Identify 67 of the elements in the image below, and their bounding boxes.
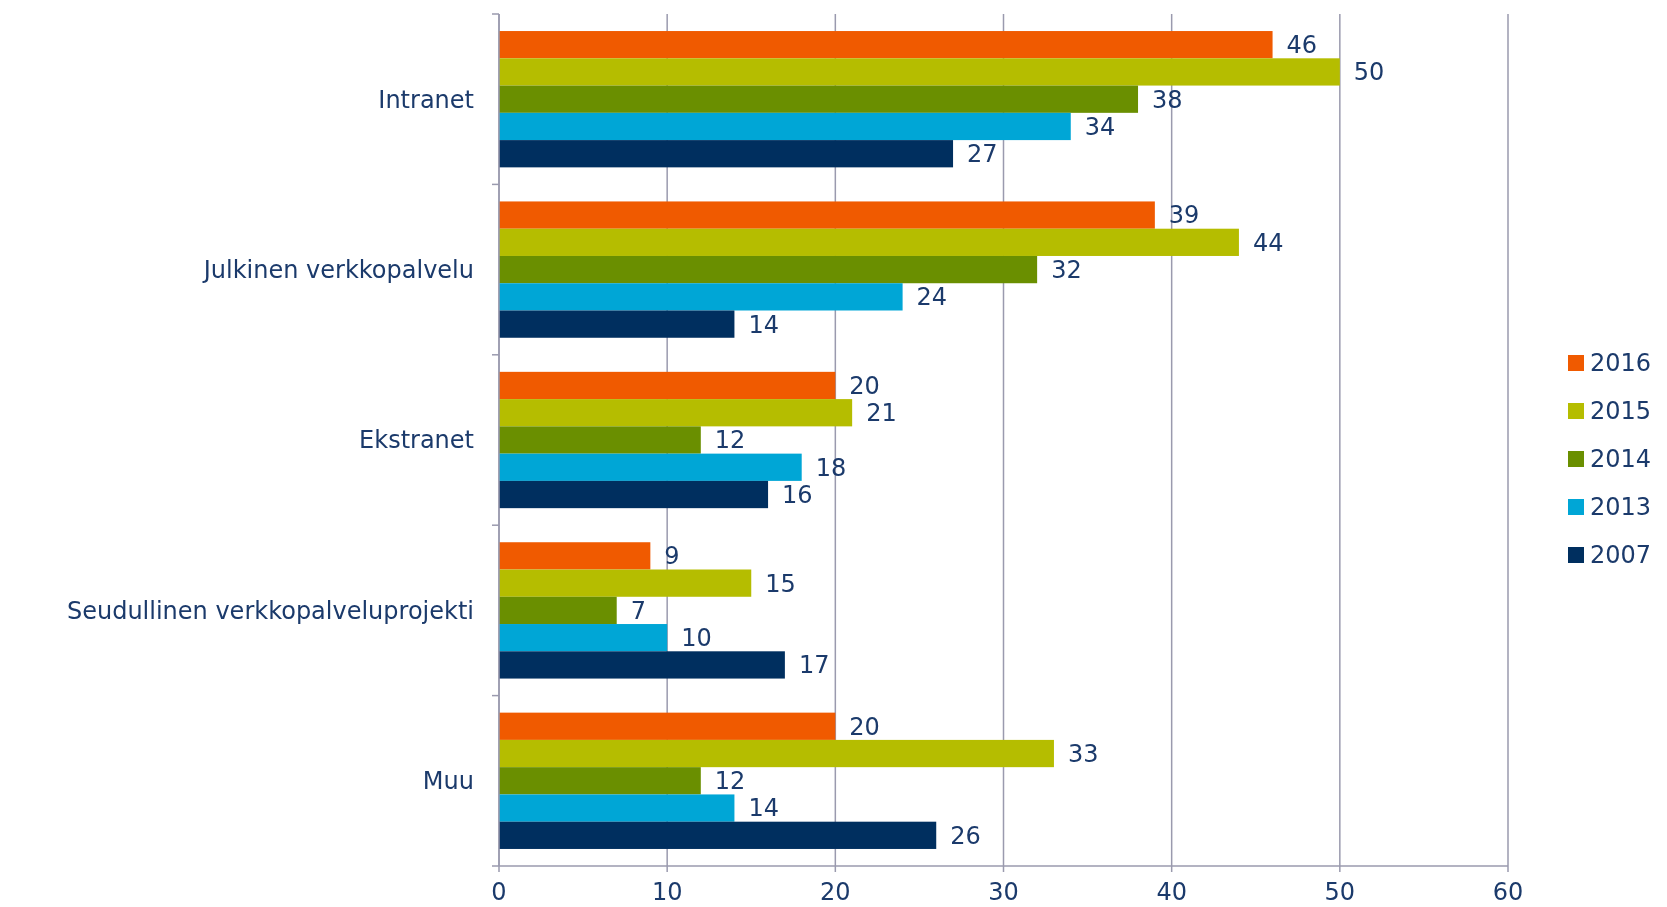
legend-label: 2015 (1590, 397, 1652, 426)
data-label: 46 (1286, 31, 1318, 60)
x-tick-label: 10 (651, 878, 683, 906)
bar (499, 569, 752, 597)
legend-label: 2007 (1590, 541, 1652, 570)
bar (499, 255, 1038, 284)
data-label: 50 (1353, 58, 1385, 87)
data-label: 33 (1067, 739, 1099, 768)
bar (499, 624, 668, 652)
y-tick-label: Muu (422, 767, 474, 796)
data-label: 14 (748, 794, 779, 823)
data-label: 27 (967, 140, 998, 169)
data-label: 34 (1084, 112, 1116, 141)
x-tick-label: 0 (491, 878, 507, 906)
bar (499, 399, 853, 427)
x-tick-label: 20 (820, 878, 851, 906)
bar (499, 58, 1340, 86)
data-label: 18 (815, 453, 847, 482)
data-label: 20 (849, 371, 880, 400)
bar (499, 426, 701, 454)
data-label: 10 (681, 624, 712, 653)
legend-label: 2013 (1590, 493, 1652, 522)
bar (499, 283, 903, 311)
data-label: 39 (1168, 201, 1200, 230)
bar (499, 767, 701, 795)
data-label: 26 (950, 821, 981, 850)
bar (499, 480, 769, 509)
data-label: 12 (714, 767, 746, 796)
data-label: 7 (630, 596, 646, 625)
bar (499, 453, 802, 481)
bar (499, 310, 735, 338)
x-tick-label: 60 (1492, 878, 1524, 906)
data-label: 12 (714, 426, 746, 455)
y-tick-label: Julkinen verkkopalvelu (201, 256, 474, 284)
data-label: 15 (765, 569, 796, 598)
data-label: 17 (798, 651, 830, 680)
data-label: 24 (916, 283, 948, 312)
legend-label: 2014 (1590, 445, 1652, 474)
bar (499, 371, 836, 400)
data-label: 21 (866, 399, 897, 428)
x-tick-label: 50 (1324, 878, 1356, 906)
bar (499, 201, 1155, 229)
bar (499, 31, 1273, 59)
bar (499, 651, 785, 679)
data-label: 32 (1051, 256, 1082, 284)
bar (499, 85, 1139, 113)
y-tick-label: Ekstranet (359, 426, 474, 455)
bar (499, 739, 1054, 768)
x-tick-label: 40 (1156, 878, 1187, 906)
bar (499, 228, 1239, 256)
data-label: 16 (782, 480, 813, 509)
data-label: 38 (1152, 85, 1183, 114)
bar (499, 712, 836, 740)
y-tick-label: Seudullinen verkkopalveluprojekti (66, 596, 474, 625)
data-label: 9 (664, 542, 680, 571)
bar (499, 821, 937, 849)
legend-label: 2016 (1590, 349, 1652, 378)
data-label: 14 (748, 310, 779, 339)
bar (499, 140, 954, 168)
bar (499, 542, 651, 570)
x-tick-label: 30 (988, 878, 1019, 906)
bar (499, 112, 1071, 141)
data-label: 44 (1252, 228, 1284, 257)
bar (499, 794, 735, 822)
data-label: 20 (849, 712, 880, 741)
bar (499, 596, 617, 625)
y-tick-label: Intranet (378, 85, 474, 114)
